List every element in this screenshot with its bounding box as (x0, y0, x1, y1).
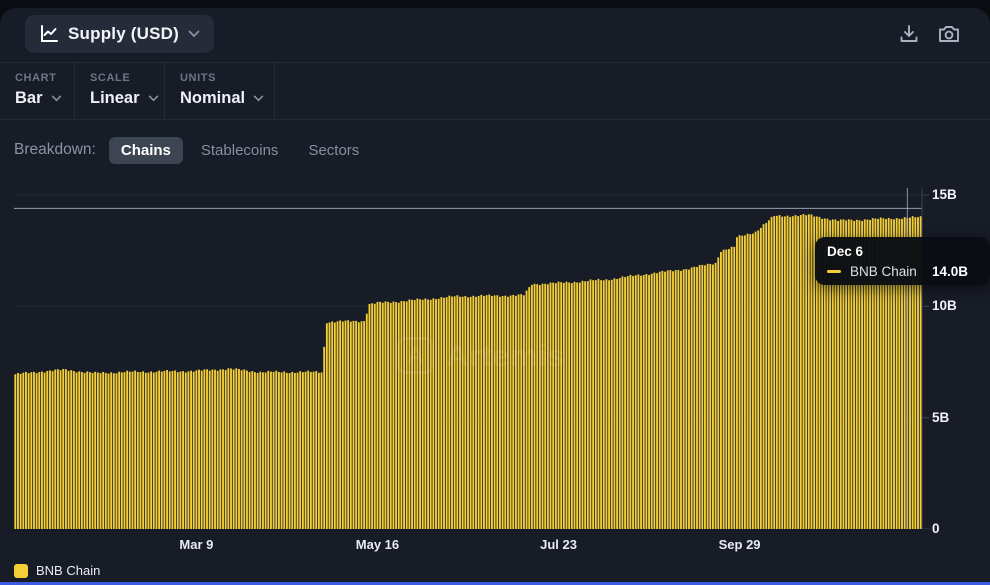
download-icon (900, 25, 918, 42)
breakdown-option-sectors[interactable]: Sectors (308, 141, 360, 159)
legend-label[interactable]: BNB Chain (36, 563, 101, 578)
metric-label: Supply (USD) (68, 24, 180, 43)
breakdown-caption: Breakdown: (14, 141, 96, 158)
units-caption: UNITS (180, 72, 216, 84)
y-axis-tick-label: 10B (932, 298, 957, 314)
chevron-down-icon (148, 95, 158, 102)
chevron-down-icon (51, 95, 61, 102)
chart-tooltip: Dec 6 BNB Chain 14.0B (815, 237, 990, 285)
y-axis-tick-label: 15B (932, 187, 957, 202)
scale-value: Linear (90, 89, 140, 107)
scale-dropdown[interactable]: SCALE Linear (75, 63, 165, 119)
tooltip-date: Dec 6 (827, 244, 864, 259)
chart-panel: Supply (USD) CHART Bar (0, 8, 990, 585)
metric-selector-button[interactable]: Supply (USD) (25, 15, 215, 53)
screenshot-button[interactable] (936, 21, 962, 47)
units-dropdown[interactable]: UNITS Nominal (165, 63, 275, 119)
breakdown-selector: Breakdown: Chains Stablecoins Sectors (14, 135, 371, 165)
camera-icon (939, 26, 959, 42)
scale-caption: SCALE (90, 72, 131, 84)
panel-header: Supply (USD) (0, 8, 990, 62)
legend-swatch[interactable] (14, 563, 28, 578)
chevron-down-icon (253, 95, 264, 102)
line-chart-icon (41, 25, 58, 42)
chart-settings-toolbar: CHART Bar SCALE Linear UNITS Nominal (0, 62, 990, 120)
x-axis-tick-label: Mar 9 (179, 537, 214, 552)
chart-type-caption: CHART (15, 72, 57, 84)
units-value: Nominal (180, 89, 246, 107)
x-axis-tick-label: Sep 29 (718, 537, 761, 552)
x-axis-tick-label: May 16 (355, 537, 400, 552)
tooltip-value: 14.0B (931, 264, 968, 279)
breakdown-option-stablecoins[interactable]: Stablecoins (200, 141, 279, 159)
chart-type-dropdown[interactable]: CHART Bar (0, 63, 75, 119)
tooltip-series-name: BNB Chain (850, 264, 917, 279)
bottom-accent-bar (0, 582, 990, 585)
y-axis-tick-label: 0 (932, 521, 940, 536)
series-marker-icon (827, 270, 841, 273)
chevron-down-icon (188, 30, 200, 38)
download-button[interactable] (896, 21, 922, 47)
chart-legend: BNB Chain (14, 563, 100, 578)
x-axis-tick-label: Jul 23 (540, 537, 577, 552)
breakdown-option-chains[interactable]: Chains (108, 136, 183, 164)
chart-type-value: Bar (15, 89, 43, 107)
bar-chart-plot[interactable] (14, 188, 930, 529)
y-axis-tick-label: 5B (932, 409, 950, 425)
